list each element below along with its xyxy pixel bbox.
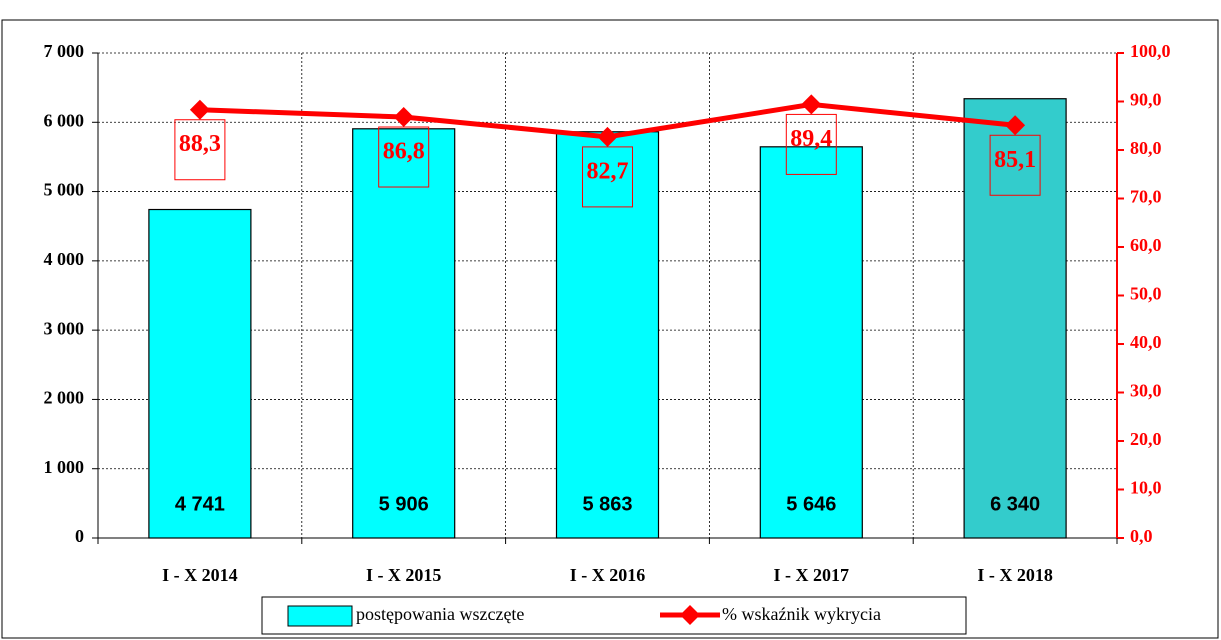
x-tick-label: I - X 2015: [366, 565, 442, 585]
legend-swatch: [287, 605, 353, 627]
bar-value-label: 5 906: [379, 493, 429, 515]
bar-value-label: 5 646: [786, 493, 836, 515]
y2-tick-label: 70,0: [1130, 187, 1162, 207]
legend-label: % wskaźnik wykrycia: [722, 604, 881, 624]
y-tick-label: 2 000: [44, 388, 85, 408]
legend-box: [261, 596, 967, 635]
y2-tick-label: 0,0: [1130, 526, 1153, 546]
chart-frame: [1, 19, 1219, 639]
bar: [352, 128, 456, 539]
legend-label: postępowania wszczęte: [356, 604, 524, 624]
line-marker: [1005, 115, 1026, 136]
value-label-box: [174, 119, 226, 181]
y2-tick-label: 90,0: [1130, 90, 1162, 110]
y-tick-label: 6 000: [44, 110, 85, 130]
y2-tick-label: 80,0: [1130, 138, 1162, 158]
y2-tick-label: 60,0: [1130, 235, 1162, 255]
x-tick-label: I - X 2017: [774, 565, 850, 585]
bar-value-label: 4 741: [175, 493, 225, 515]
y2-tick-label: 40,0: [1130, 332, 1162, 352]
value-label-box: [785, 113, 837, 175]
y-tick-label: 3 000: [44, 318, 85, 338]
x-tick-label: I - X 2016: [570, 565, 646, 585]
line-marker: [597, 126, 618, 147]
line-value-label: 86,8: [383, 139, 425, 165]
bar: [148, 208, 252, 539]
line-value-label: 89,4: [790, 126, 832, 152]
line-marker: [393, 107, 414, 128]
line-value-label: 85,1: [994, 147, 1036, 173]
bar: [963, 98, 1067, 539]
legend-marker: [680, 605, 700, 625]
line-value-label: 88,3: [179, 131, 221, 157]
y2-tick-label: 50,0: [1130, 284, 1162, 304]
value-label-box: [582, 146, 633, 208]
y-tick-label: 0: [75, 526, 84, 546]
y2-tick-label: 30,0: [1130, 381, 1162, 401]
x-tick-label: I - X 2018: [977, 565, 1053, 585]
value-label-box: [378, 126, 430, 188]
y-tick-label: 1 000: [44, 457, 85, 477]
bar: [759, 146, 863, 539]
x-tick-label: I - X 2014: [162, 565, 238, 585]
y-tick-label: 7 000: [44, 41, 85, 61]
y-tick-label: 5 000: [44, 180, 85, 200]
bar-value-label: 6 340: [990, 493, 1040, 515]
line-marker: [801, 94, 822, 115]
y2-tick-label: 20,0: [1130, 429, 1162, 449]
value-label-box: [989, 134, 1041, 196]
line-value-label: 82,7: [587, 158, 629, 184]
line-marker: [189, 99, 210, 120]
y2-tick-label: 100,0: [1130, 41, 1171, 61]
bar: [555, 131, 660, 539]
y2-tick-label: 10,0: [1130, 478, 1162, 498]
bar-value-label: 5 863: [582, 493, 632, 515]
y-tick-label: 4 000: [44, 249, 85, 269]
